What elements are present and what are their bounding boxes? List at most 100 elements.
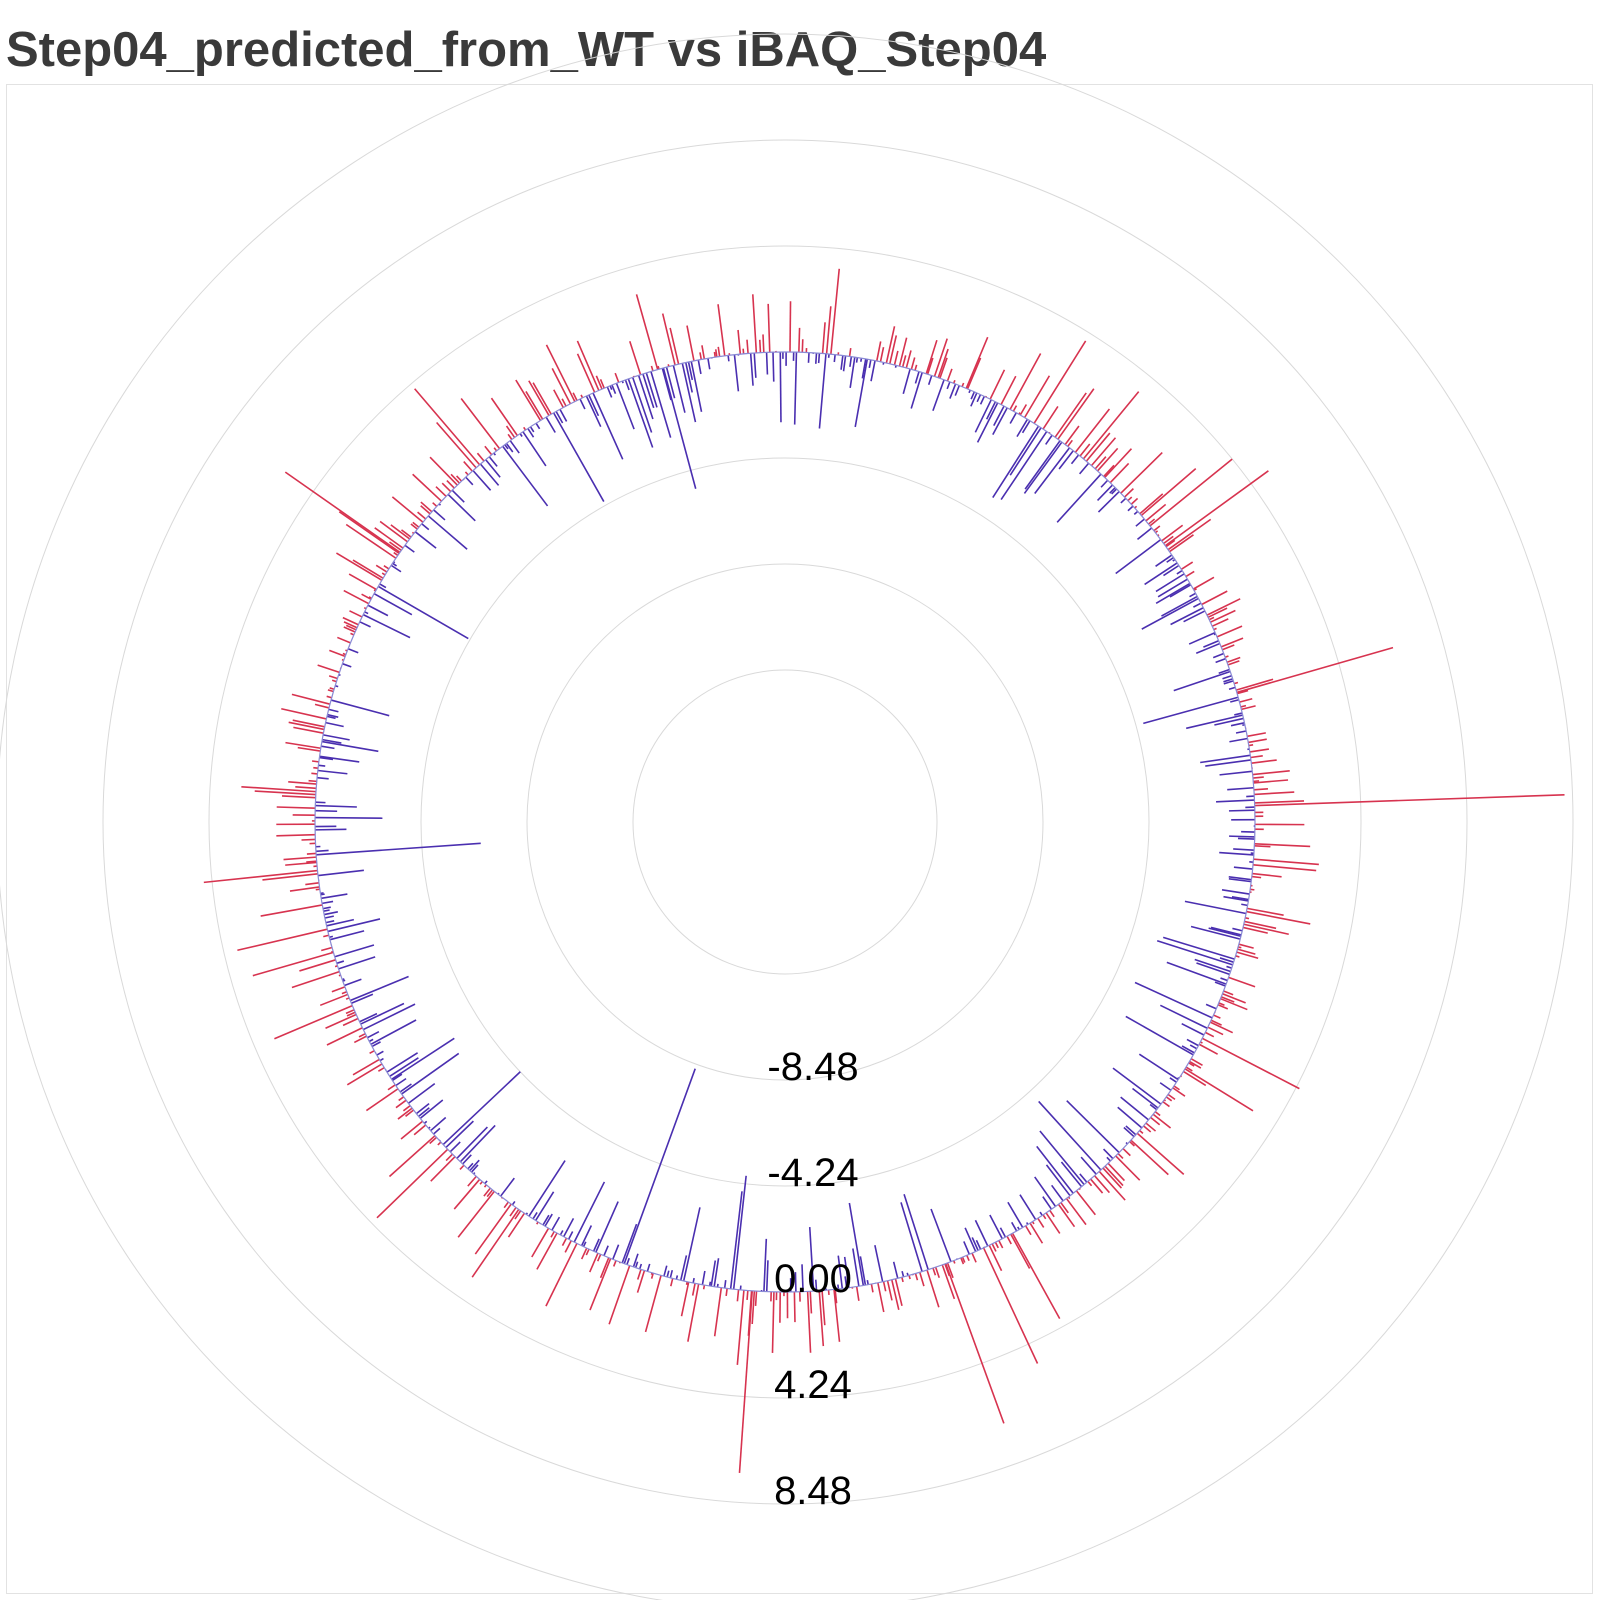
negative-bar bbox=[1038, 1100, 1102, 1171]
negative-bar bbox=[567, 1231, 574, 1240]
negative-bar bbox=[404, 544, 415, 553]
positive-bar bbox=[457, 1190, 495, 1238]
negative-bar bbox=[488, 456, 498, 467]
negative-bar bbox=[1045, 434, 1053, 445]
negative-bar bbox=[317, 869, 364, 877]
positive-bar bbox=[536, 1232, 558, 1270]
negative-bar bbox=[1181, 1045, 1195, 1054]
positive-bar bbox=[410, 523, 418, 530]
negative-bar bbox=[1210, 926, 1242, 936]
negative-bar bbox=[971, 1237, 979, 1251]
negative-bar bbox=[650, 371, 672, 438]
negative-bar bbox=[1223, 680, 1234, 685]
positive-bar bbox=[1087, 1180, 1093, 1187]
positive-bar bbox=[1253, 779, 1289, 784]
positive-bar bbox=[338, 511, 400, 555]
positive-bar bbox=[713, 1287, 723, 1337]
negative-bar bbox=[1100, 479, 1109, 488]
positive-bar bbox=[1254, 793, 1565, 807]
negative-bar bbox=[949, 383, 957, 399]
negative-bar bbox=[637, 375, 654, 420]
positive-bar bbox=[898, 337, 908, 367]
positive-bar bbox=[1139, 493, 1164, 515]
positive-bar bbox=[545, 1243, 578, 1307]
negative-bar bbox=[974, 399, 992, 433]
positive-bar bbox=[1143, 1125, 1152, 1133]
positive-bar bbox=[636, 1270, 646, 1293]
plot-frame bbox=[6, 84, 1593, 1594]
positive-bar bbox=[1189, 1060, 1202, 1069]
negative-bar bbox=[753, 352, 757, 378]
negative-bar bbox=[555, 411, 564, 424]
negative-bar bbox=[697, 359, 702, 375]
negative-bar bbox=[999, 1227, 1007, 1238]
negative-bar bbox=[860, 358, 863, 362]
negative-bar bbox=[344, 978, 362, 987]
negative-bar bbox=[315, 828, 347, 831]
positive-bar bbox=[821, 322, 826, 354]
negative-bar bbox=[621, 1223, 638, 1264]
positive-bar bbox=[877, 1282, 885, 1313]
negative-bar bbox=[1196, 962, 1230, 976]
negative-bar bbox=[817, 353, 821, 364]
positive-bar bbox=[767, 303, 771, 353]
negative-bar bbox=[1169, 584, 1192, 598]
negative-bar bbox=[1232, 927, 1243, 932]
positive-bar bbox=[1167, 1093, 1176, 1101]
positive-bar bbox=[830, 268, 841, 355]
positive-bar bbox=[894, 1278, 903, 1306]
positive-bar bbox=[1161, 524, 1184, 542]
negative-bar bbox=[1212, 652, 1225, 659]
negative-bar bbox=[1133, 510, 1139, 516]
negative-bar bbox=[1060, 1161, 1083, 1188]
positive-bar bbox=[564, 1240, 572, 1253]
positive-bar bbox=[241, 785, 317, 793]
negative-bar bbox=[323, 734, 350, 741]
positive-bar bbox=[342, 616, 359, 626]
positive-bar bbox=[391, 496, 424, 523]
positive-bar bbox=[297, 746, 321, 752]
negative-bar bbox=[992, 425, 1040, 498]
negative-bar bbox=[974, 1219, 989, 1247]
positive-bar bbox=[961, 1256, 966, 1263]
negative-bar bbox=[433, 509, 446, 521]
positive-bar bbox=[397, 1107, 413, 1120]
negative-bar bbox=[672, 365, 686, 413]
positive-bar bbox=[412, 473, 443, 502]
positive-bar bbox=[1153, 525, 1161, 532]
negative-bar bbox=[415, 1102, 430, 1115]
positive-bar bbox=[1124, 488, 1134, 498]
negative-bar bbox=[626, 1257, 630, 1265]
negative-bar bbox=[1109, 487, 1116, 494]
positive-bar bbox=[937, 348, 949, 378]
negative-bar bbox=[1034, 1176, 1057, 1207]
negative-bar bbox=[661, 368, 672, 401]
positive-bar bbox=[1152, 1113, 1172, 1129]
positive-bar bbox=[825, 306, 832, 354]
negative-bar bbox=[1228, 686, 1236, 690]
positive-bar bbox=[736, 1290, 745, 1365]
positive-bar bbox=[758, 339, 762, 353]
negative-bar bbox=[665, 366, 676, 399]
negative-bar bbox=[970, 392, 978, 407]
positive-bar bbox=[1228, 976, 1256, 988]
positive-bar bbox=[576, 340, 600, 391]
positive-bar bbox=[400, 1120, 424, 1140]
positive-bar bbox=[1226, 656, 1241, 664]
positive-bar bbox=[284, 471, 401, 554]
negative-bar bbox=[1205, 759, 1251, 767]
positive-bar bbox=[295, 786, 317, 790]
positive-bar bbox=[855, 1286, 860, 1301]
negative-bar bbox=[1021, 420, 1031, 434]
negative-bar bbox=[359, 621, 371, 628]
negative-bar bbox=[663, 1265, 668, 1277]
positive-bar bbox=[1173, 1085, 1180, 1091]
grid-ring bbox=[526, 563, 1044, 1081]
positive-bar bbox=[670, 1278, 674, 1287]
positive-bar bbox=[926, 1269, 940, 1308]
negative-bar bbox=[559, 1230, 564, 1236]
negative-bar bbox=[1161, 595, 1198, 617]
negative-bar bbox=[1115, 539, 1162, 575]
negative-bar bbox=[1112, 1067, 1162, 1105]
bar-marks bbox=[203, 268, 1565, 1473]
